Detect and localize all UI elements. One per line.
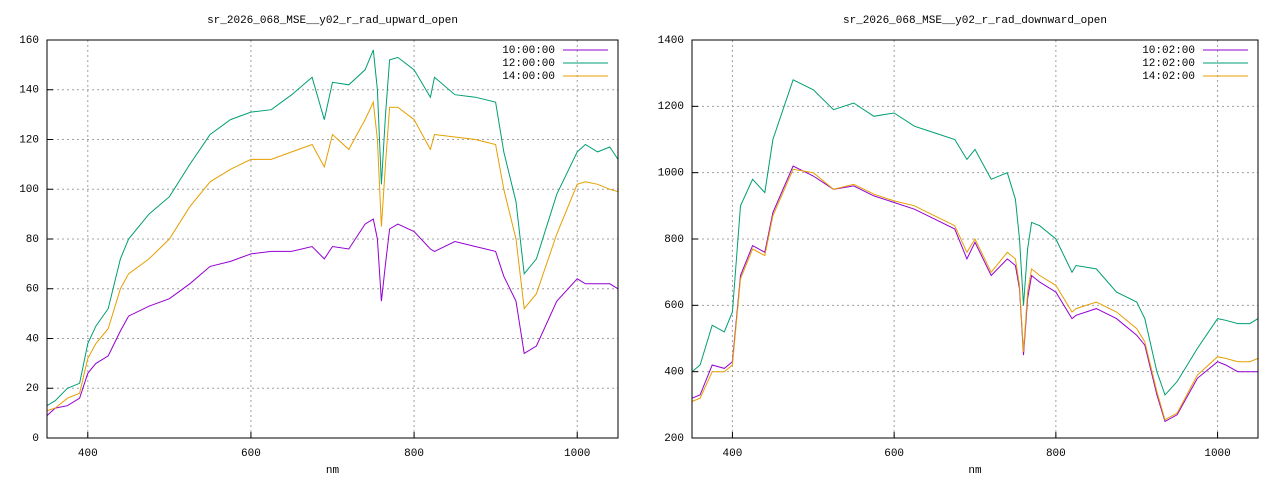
- y-tick-label: 20: [26, 383, 39, 395]
- x-axis-label: nm: [968, 465, 982, 477]
- y-tick-label: 140: [19, 85, 39, 97]
- x-tick-label: 1000: [564, 448, 590, 460]
- y-tick-label: 0: [32, 433, 39, 445]
- y-tick-label: 60: [26, 284, 39, 296]
- series-line: [691, 79, 1259, 396]
- y-tick-label: 80: [26, 234, 39, 246]
- chart-title: sr_2026_068_MSE__y02_r_rad_upward_open: [207, 15, 458, 27]
- y-tick-label: 120: [19, 134, 39, 146]
- y-tick-label: 160: [19, 35, 39, 47]
- series-line: [46, 218, 619, 416]
- plot-frame: [691, 39, 1259, 439]
- legend-label: 12:00:00: [502, 58, 555, 70]
- series-line: [691, 168, 1259, 421]
- y-tick-label: 400: [664, 367, 684, 379]
- y-tick-label: 800: [664, 234, 684, 246]
- x-axis-label: nm: [326, 465, 340, 477]
- x-tick-label: 400: [723, 448, 743, 460]
- plot-frame: [46, 39, 619, 439]
- y-tick-label: 40: [26, 333, 39, 345]
- y-tick-label: 1400: [658, 35, 684, 47]
- x-tick-label: 400: [78, 448, 98, 460]
- legend-label: 10:02:00: [1142, 45, 1195, 57]
- y-tick-label: 200: [664, 433, 684, 445]
- series-line: [46, 49, 619, 407]
- x-tick-label: 800: [404, 448, 424, 460]
- legend-label: 10:00:00: [502, 45, 555, 57]
- y-tick-label: 1200: [658, 101, 684, 113]
- legend-label: 14:00:00: [502, 71, 555, 83]
- series-line: [691, 165, 1258, 423]
- x-tick-label: 600: [241, 448, 261, 460]
- y-tick-label: 100: [19, 184, 39, 196]
- chart-title: sr_2026_068_MSE__y02_r_rad_downward_open: [843, 15, 1107, 27]
- legend-label: 12:02:00: [1142, 58, 1195, 70]
- x-tick-label: 800: [1046, 448, 1066, 460]
- x-tick-label: 1000: [1204, 448, 1230, 460]
- series-line: [46, 100, 619, 412]
- legend-label: 14:02:00: [1142, 71, 1195, 83]
- y-tick-label: 1000: [658, 168, 684, 180]
- x-tick-label: 600: [884, 448, 904, 460]
- y-tick-label: 600: [664, 300, 684, 312]
